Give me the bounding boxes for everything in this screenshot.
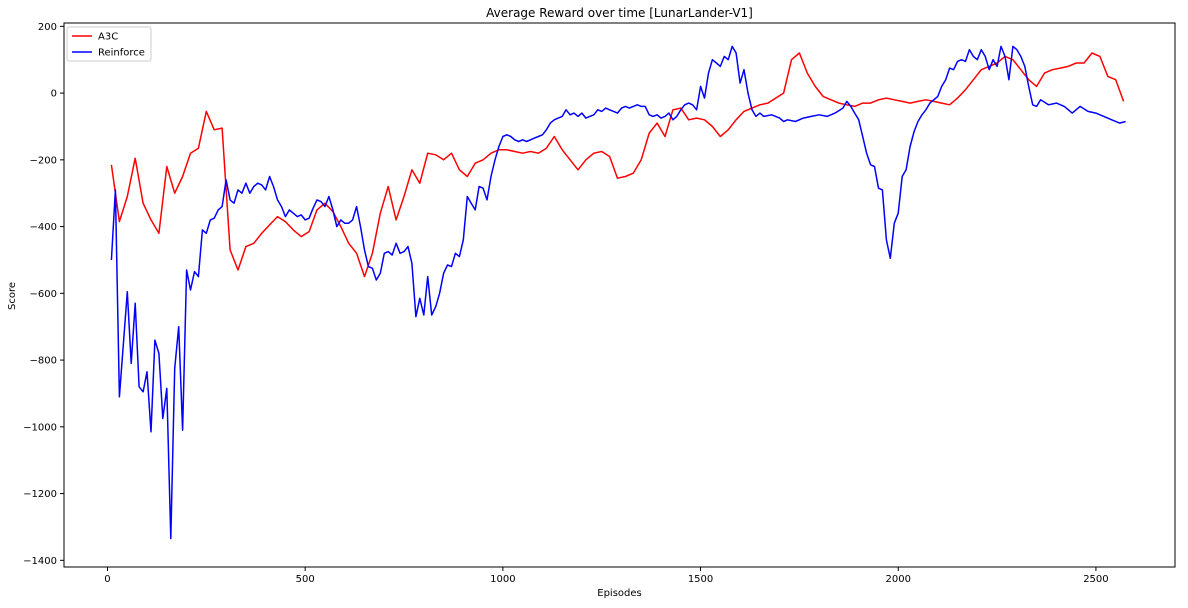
x-tick-label: 0: [104, 574, 110, 585]
y-tick-label: −1200: [23, 489, 57, 500]
y-axis-ticks: −1400 −1200 −1000 −800 −600 −400 −200 0 200: [23, 22, 64, 567]
series-line-reinforce: [110, 45, 1126, 540]
y-tick-label: −600: [30, 289, 57, 300]
y-tick-label: −200: [30, 155, 57, 166]
series-line-a3c: [110, 52, 1125, 278]
x-tick-label: 500: [296, 574, 315, 585]
x-axis-label: Episodes: [597, 588, 641, 599]
y-tick-label: −800: [30, 356, 57, 367]
y-tick-label: 0: [51, 89, 57, 100]
legend: A3C Reinforce: [66, 26, 152, 62]
x-axis-ticks: 0 500 1000 1500 2000 2500: [104, 567, 1109, 585]
y-tick-label: −1400: [23, 556, 57, 567]
legend-label-a3c: A3C: [98, 32, 118, 43]
x-tick-label: 2000: [886, 574, 911, 585]
chart-title: Average Reward over time [LunarLander-V1…: [486, 6, 753, 20]
x-tick-label: 1000: [490, 574, 515, 585]
x-tick-label: 2500: [1083, 574, 1108, 585]
series-lines: [110, 45, 1126, 540]
legend-label-reinforce: Reinforce: [98, 48, 145, 59]
y-axis-label: Score: [7, 282, 18, 310]
y-tick-label: 200: [38, 22, 57, 33]
y-tick-label: −1000: [23, 422, 57, 433]
x-tick-label: 1500: [688, 574, 713, 585]
plot-frame: [63, 22, 1176, 568]
y-tick-label: −400: [30, 222, 57, 233]
